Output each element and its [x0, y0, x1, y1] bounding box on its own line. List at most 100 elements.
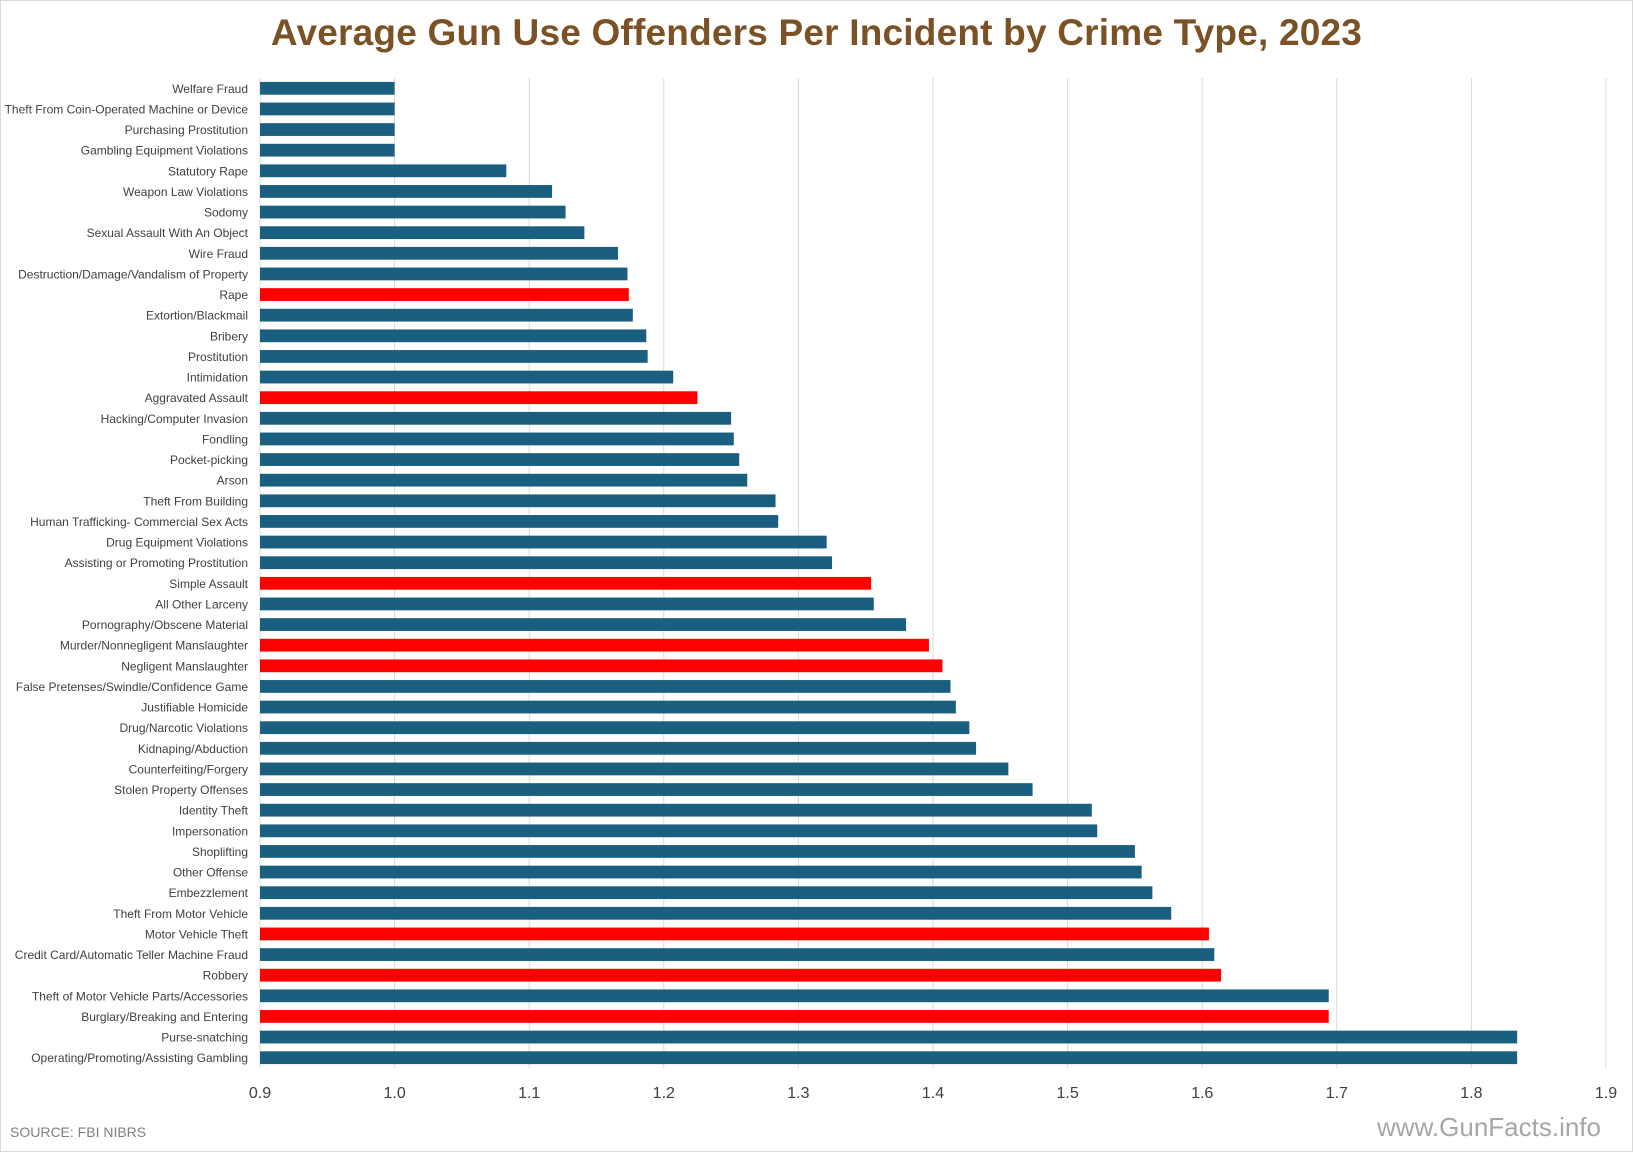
bar [260, 473, 748, 487]
bar [260, 597, 874, 611]
y-category-label: Rape [219, 288, 248, 302]
bar [260, 948, 1215, 961]
y-category-label: Drug Equipment Violations [106, 536, 248, 550]
y-category-label: Pornography/Obscene Material [82, 618, 248, 632]
bar [260, 453, 740, 466]
chart-title: Average Gun Use Offenders Per Incident b… [270, 12, 1363, 53]
y-category-label: Gambling Equipment Violations [81, 144, 248, 158]
bar [260, 350, 648, 363]
bar [260, 246, 619, 260]
watermark: www.GunFacts.info [1377, 1112, 1601, 1142]
bar [260, 226, 585, 240]
y-category-label: False Pretenses/Swindle/Confidence Game [16, 680, 248, 694]
bar [260, 205, 566, 219]
bar [260, 102, 395, 116]
bar [260, 308, 633, 322]
bar [260, 680, 951, 693]
y-category-label: Other Offense [173, 866, 248, 880]
source-note: SOURCE: FBI NIBRS [10, 1124, 147, 1140]
bar [260, 556, 833, 570]
y-category-label: Statutory Rape [168, 164, 248, 178]
y-category-label: Simple Assault [169, 577, 248, 591]
bar [260, 164, 507, 178]
bar [260, 886, 1153, 900]
bar [260, 1030, 1518, 1044]
y-category-label: Shoplifting [192, 845, 248, 859]
bar [260, 989, 1329, 1003]
y-category-label: Counterfeiting/Forgery [129, 762, 248, 776]
y-category-label: Extortion/Blackmail [146, 309, 248, 323]
y-category-label: Prostitution [188, 350, 248, 364]
bar [260, 432, 734, 446]
y-category-label: Theft From Motor Vehicle [113, 907, 248, 921]
y-category-label: Destruction/Damage/Vandalism of Property [18, 267, 248, 281]
y-category-label: Operating/Promoting/Assisting Gambling [31, 1051, 248, 1065]
y-category-label: Pocket-picking [170, 453, 248, 467]
bar [260, 576, 872, 590]
y-category-label: Motor Vehicle Theft [145, 927, 249, 941]
bar [260, 618, 907, 631]
bar [260, 123, 395, 136]
y-category-label: Aggravated Assault [145, 391, 249, 405]
x-tick-label: 1.3 [787, 1085, 809, 1102]
x-tick-label: 1.8 [1460, 1085, 1482, 1102]
x-tick-label: 1.0 [383, 1085, 405, 1102]
y-category-label: Wire Fraud [189, 247, 248, 261]
bar [260, 1010, 1329, 1023]
bar [260, 81, 395, 95]
y-category-label: Embezzlement [169, 886, 249, 900]
y-category-label: Drug/Narcotic Violations [119, 721, 248, 735]
y-category-label: Human Trafficking- Commercial Sex Acts [30, 515, 248, 529]
bar [260, 824, 1098, 838]
bar [260, 494, 776, 508]
y-category-label: Justifiable Homicide [141, 701, 248, 715]
y-category-label: Purchasing Prostitution [125, 123, 248, 137]
x-tick-label: 0.9 [249, 1085, 271, 1102]
y-category-label: Stolen Property Offenses [114, 783, 248, 797]
y-category-label: Intimidation [187, 371, 248, 385]
y-category-label: All Other Larceny [155, 597, 248, 611]
bar [260, 267, 628, 281]
bar [260, 700, 956, 714]
bar [260, 927, 1209, 941]
bar [260, 515, 779, 528]
bar [260, 906, 1172, 920]
x-tick-label: 1.2 [653, 1085, 675, 1102]
x-tick-label: 1.7 [1326, 1085, 1348, 1102]
y-category-label: Weapon Law Violations [123, 185, 248, 199]
bar [260, 370, 674, 384]
bar [260, 659, 943, 673]
y-category-label: Assisting or Promoting Prostitution [65, 556, 248, 570]
x-tick-label: 1.4 [922, 1085, 944, 1102]
y-category-label: Hacking/Computer Invasion [101, 412, 248, 426]
bar [260, 185, 553, 198]
bar [260, 762, 1009, 776]
y-category-label: Impersonation [172, 824, 248, 838]
y-category-label: Sodomy [204, 206, 248, 220]
bar [260, 845, 1135, 858]
y-category-label: Bribery [210, 329, 248, 343]
y-category-label: Murder/Nonnegligent Manslaughter [60, 639, 248, 653]
y-category-label: Purse-snatching [161, 1031, 248, 1045]
x-tick-label: 1.1 [518, 1085, 540, 1102]
bar [260, 721, 970, 735]
y-category-label: Welfare Fraud [172, 82, 248, 96]
bar [260, 865, 1142, 879]
bar [260, 391, 698, 405]
y-category-label: Theft of Motor Vehicle Parts/Accessories [32, 989, 248, 1003]
bar [260, 968, 1222, 982]
y-category-label: Theft From Building [143, 494, 248, 508]
bar [260, 329, 647, 343]
y-category-label: Kidnaping/Abduction [138, 742, 248, 756]
bar [260, 741, 977, 755]
y-category-label: Credit Card/Automatic Teller Machine Fra… [15, 948, 248, 962]
bar [260, 143, 395, 157]
x-tick-label: 1.5 [1056, 1085, 1078, 1102]
y-category-label: Arson [217, 474, 248, 488]
bar [260, 411, 732, 425]
y-category-label: Burglary/Breaking and Entering [81, 1010, 248, 1024]
bar [260, 1051, 1518, 1065]
y-category-label: Identity Theft [179, 804, 249, 818]
y-category-label: Robbery [203, 969, 248, 983]
